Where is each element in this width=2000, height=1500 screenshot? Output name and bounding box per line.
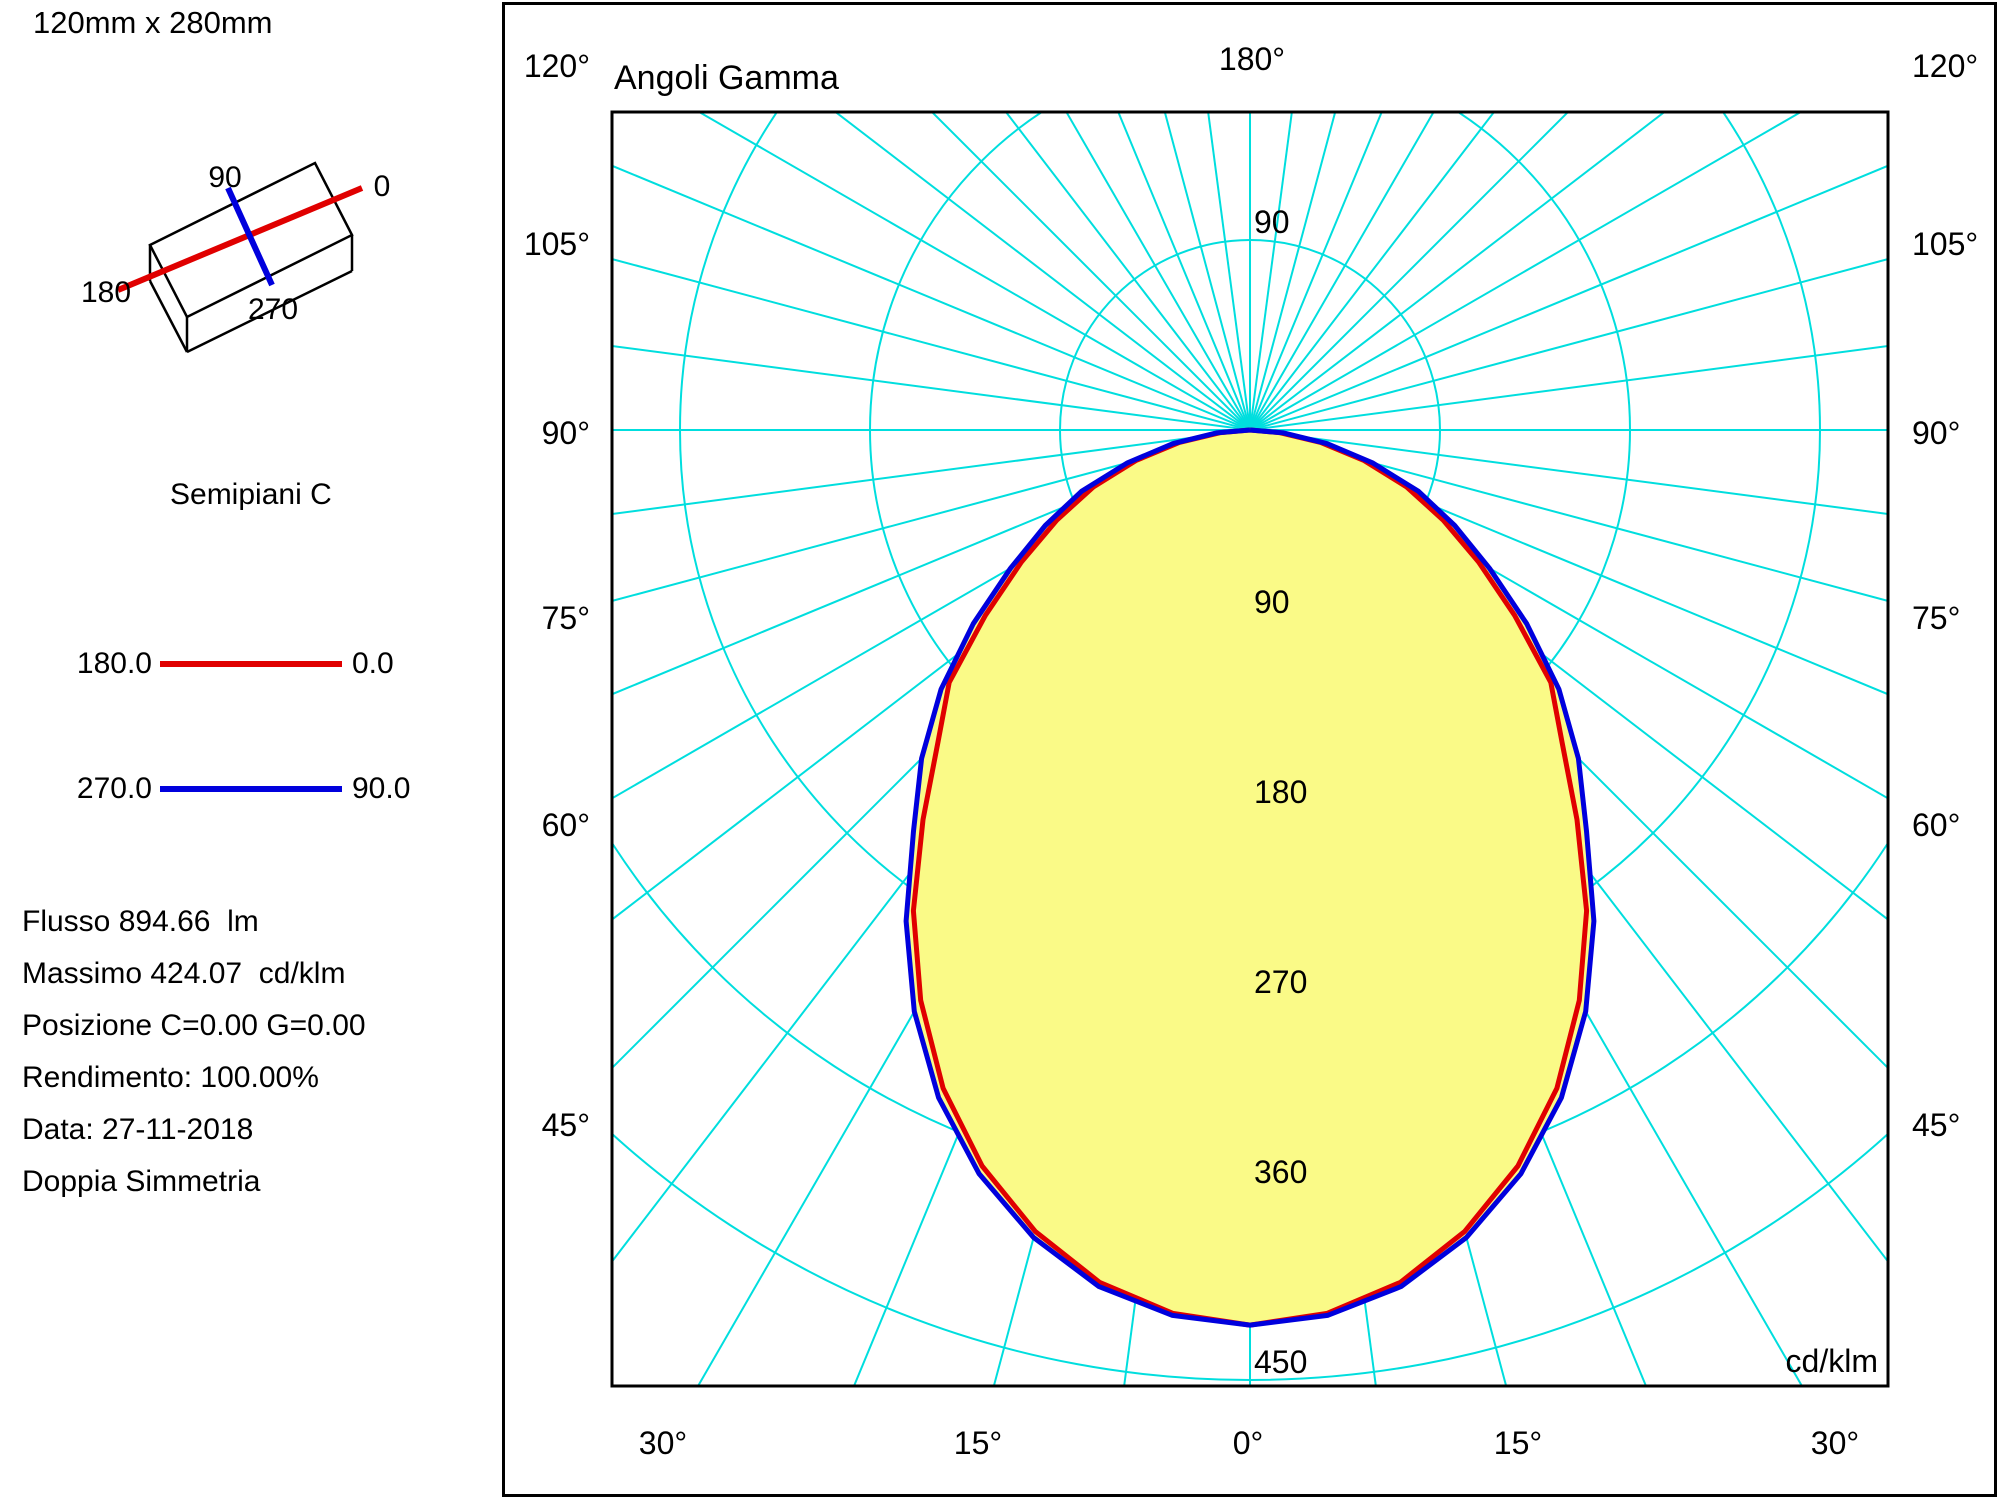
radial-tick-label: 270 bbox=[1254, 964, 1307, 1000]
box-label-0: 0 bbox=[374, 170, 391, 203]
legend-label-270: 270.0 bbox=[76, 772, 152, 805]
outer-frame bbox=[502, 2, 1997, 1497]
right-angle-label: 45° bbox=[1912, 1107, 1960, 1143]
info-rendimento: Rendimento: 100.00% bbox=[22, 1061, 319, 1094]
right-angle-label: 60° bbox=[1912, 807, 1960, 843]
info-massimo: Massimo 424.07 cd/klm bbox=[22, 957, 346, 990]
bottom-angle-label: 15° bbox=[954, 1425, 1002, 1461]
polar-photometric-chart: Angoli Gamma 180° 120° 120° 105° 105° 90° 90° 75… bbox=[502, 2, 1997, 1497]
info-data: Data: 27-11-2018 bbox=[22, 1113, 254, 1146]
radial-tick-label: 90 bbox=[1254, 584, 1290, 620]
radial-tick-label-upper: 90 bbox=[1254, 204, 1290, 240]
legend-line-c0 bbox=[160, 661, 342, 667]
luminaire-dimensions: 120mm x 280mm bbox=[33, 5, 273, 40]
box-outline bbox=[148, 161, 354, 354]
info-posizione: Posizione C=0.00 G=0.00 bbox=[22, 1009, 366, 1042]
legend-label-90: 90.0 bbox=[352, 772, 411, 805]
left-angle-label: 90° bbox=[542, 415, 590, 451]
chart-title: Angoli Gamma bbox=[614, 59, 839, 97]
bottom-angle-label: 15° bbox=[1494, 1425, 1542, 1461]
legend-label-180: 180.0 bbox=[76, 647, 152, 680]
radial-tick-label: 450 bbox=[1254, 1344, 1307, 1380]
inner-frame bbox=[610, 110, 1890, 1388]
beam-fill bbox=[906, 430, 1594, 1326]
c0-c180-axis-line bbox=[116, 185, 364, 293]
bottom-angle-label: 30° bbox=[639, 1425, 687, 1461]
c90-c270-axis-line bbox=[225, 186, 275, 287]
bottom-angle-label: 30° bbox=[1811, 1425, 1859, 1461]
legend-line-c90 bbox=[160, 786, 342, 792]
left-angle-label: 105° bbox=[524, 226, 590, 262]
left-angle-label: 75° bbox=[542, 600, 590, 636]
info-simmetria: Doppia Simmetria bbox=[22, 1165, 261, 1198]
curve-c90-c270 bbox=[903, 427, 1597, 1328]
right-angle-label: 90° bbox=[1912, 415, 1960, 451]
bottom-angle-label: 0° bbox=[1233, 1425, 1264, 1461]
radial-tick-label: 360 bbox=[1254, 1154, 1307, 1190]
right-angle-label: 120° bbox=[1912, 48, 1978, 84]
info-flusso: Flusso 894.66 lm bbox=[22, 905, 259, 938]
box-label-90: 90 bbox=[208, 161, 241, 194]
right-angle-label: 105° bbox=[1912, 226, 1978, 262]
radial-tick-label: 180 bbox=[1254, 774, 1307, 810]
left-angle-label: 120° bbox=[524, 48, 590, 84]
box-label-180: 180 bbox=[81, 276, 131, 309]
left-angle-label: 45° bbox=[542, 1107, 590, 1143]
box-label-270: 270 bbox=[248, 293, 298, 326]
legend-label-0: 0.0 bbox=[352, 647, 394, 680]
luminaire-box-diagram: 90 270 180 0 bbox=[81, 161, 391, 354]
section-title-semipiani: Semipiani C bbox=[170, 478, 332, 511]
right-angle-label: 75° bbox=[1912, 600, 1960, 636]
unit-label: cd/klm bbox=[1786, 1343, 1878, 1379]
left-angle-label: 60° bbox=[542, 807, 590, 843]
top-angle-label: 180° bbox=[1219, 41, 1285, 77]
